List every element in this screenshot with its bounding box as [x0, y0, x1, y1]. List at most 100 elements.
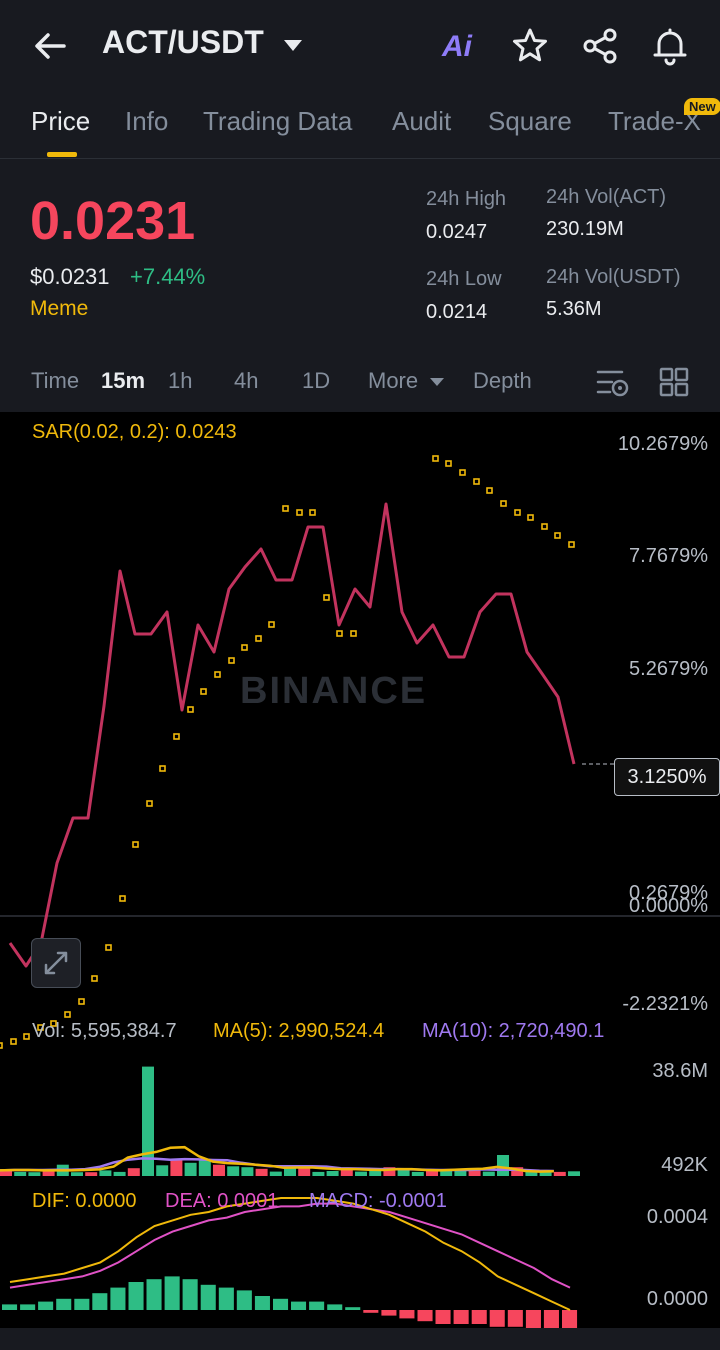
sar-dot	[432, 455, 439, 462]
volume-bar	[184, 1162, 197, 1176]
volume-bar	[227, 1166, 240, 1176]
macd-histogram-bar	[254, 1296, 270, 1310]
tab-square[interactable]: Square	[488, 106, 572, 136]
macd-histogram-bar	[92, 1293, 108, 1310]
pair-dropdown-icon[interactable]	[284, 40, 302, 51]
sar-dot	[146, 800, 153, 807]
pair-title[interactable]: ACT/USDT	[102, 24, 264, 60]
vol-base-value: 230.19M	[546, 218, 624, 240]
price-line	[8, 502, 576, 968]
volume-bar	[198, 1160, 211, 1176]
sar-dot	[554, 532, 561, 539]
sar-dot	[350, 630, 357, 637]
ai-icon[interactable]: Ai	[442, 30, 472, 63]
timeframe-time[interactable]: Time	[31, 368, 80, 393]
macd-label: MACD: -0.0001	[309, 1190, 447, 1212]
sar-dot	[64, 1011, 71, 1018]
timeframe-1d[interactable]: 1D	[302, 368, 331, 393]
sar-dot	[132, 841, 139, 848]
sar-dot	[541, 523, 548, 530]
tab-price[interactable]: Price	[31, 106, 91, 136]
category-tag[interactable]: Meme	[30, 297, 89, 320]
macd-histogram-bar	[164, 1276, 180, 1310]
sar-label: SAR(0.02, 0.2): 0.0243	[32, 421, 237, 443]
bell-icon[interactable]	[650, 26, 690, 66]
volume-bar	[28, 1172, 41, 1176]
volume-bar	[340, 1170, 353, 1176]
volume-bar	[355, 1171, 367, 1176]
volume-bar	[113, 1171, 126, 1176]
macd-histogram-bar	[399, 1310, 415, 1319]
macd-histogram-bar	[38, 1301, 54, 1310]
high-value: 0.0247	[426, 221, 488, 243]
tab-trading-data[interactable]: Trading Data	[203, 106, 353, 136]
volume-bar	[326, 1171, 339, 1176]
macd-histogram-bar	[345, 1307, 361, 1310]
macd-dea-line	[9, 1202, 571, 1289]
volume-bar	[0, 1169, 12, 1176]
sar-dot	[50, 1020, 57, 1027]
timeframe-depth[interactable]: Depth	[473, 368, 532, 393]
current-price-marker: 3.1250%	[614, 758, 720, 796]
macd-histogram-bar	[200, 1284, 216, 1310]
macd-histogram-bar	[562, 1310, 578, 1333]
usd-price: $0.0231	[30, 264, 110, 289]
macd-histogram-bar	[417, 1310, 433, 1322]
timeframe-more[interactable]: More	[368, 368, 419, 393]
macd-histogram-bar	[236, 1290, 252, 1310]
volume-bar	[298, 1165, 311, 1176]
macd-histogram-bar	[110, 1287, 126, 1310]
volume-bar	[99, 1170, 112, 1176]
sar-dot	[296, 509, 303, 516]
sar-dot	[187, 706, 194, 713]
bottom-action-bar	[0, 1328, 720, 1350]
timeframe-1h[interactable]: 1h	[168, 368, 193, 393]
axis-label-4: 0.2679%	[629, 882, 708, 904]
volume-bar	[85, 1172, 98, 1176]
volume-bar	[71, 1172, 83, 1176]
volume-bar	[397, 1168, 410, 1176]
axis-label-6: -2.2321%	[622, 993, 708, 1015]
macd-histogram-bar	[453, 1310, 469, 1324]
volume-bar	[156, 1165, 169, 1176]
star-icon[interactable]	[510, 26, 550, 66]
sar-dot	[282, 505, 289, 512]
layout-grid-icon[interactable]	[659, 367, 689, 397]
back-arrow-icon[interactable]	[30, 26, 70, 66]
expand-chart-button[interactable]	[31, 938, 81, 988]
active-tab-indicator	[47, 152, 77, 157]
macd-histogram-bar	[471, 1310, 487, 1324]
volume-bar	[497, 1155, 509, 1176]
last-price: 0.0231	[30, 191, 196, 251]
sar-dot	[459, 469, 466, 476]
volume-bar	[411, 1171, 424, 1176]
sar-dot	[445, 460, 452, 467]
sar-dot	[473, 478, 480, 485]
macd-histogram-bar	[20, 1304, 36, 1310]
sar-dot	[214, 671, 221, 678]
high-label: 24h High	[426, 188, 507, 210]
volume-bar	[213, 1164, 225, 1176]
more-dropdown-icon[interactable]	[430, 378, 444, 386]
sar-dot	[119, 895, 126, 902]
volume-axis-top: 38.6M	[652, 1060, 708, 1082]
macd-histogram-bar	[381, 1310, 397, 1316]
axis-label-1: 10.2679%	[617, 433, 708, 455]
low-value: 0.0214	[426, 301, 488, 323]
sar-dot	[568, 541, 575, 548]
dif-label: DIF: 0.0000	[32, 1190, 137, 1212]
share-icon[interactable]	[580, 26, 620, 66]
tab-audit[interactable]: Audit	[392, 106, 452, 136]
timeframe-4h[interactable]: 4h	[234, 368, 259, 393]
volume-bar	[468, 1169, 481, 1176]
sar-dot	[0, 1042, 3, 1049]
macd-histogram-bar	[128, 1282, 144, 1310]
timeframe-15m[interactable]: 15m	[101, 368, 146, 393]
indicator-settings-icon[interactable]	[596, 368, 630, 398]
tab-info[interactable]: Info	[125, 106, 169, 136]
volume-bar	[42, 1169, 55, 1176]
volume-axis-bottom: 492K	[661, 1154, 708, 1176]
ma10-label: MA(10): 2,720,490.1	[422, 1020, 605, 1042]
volume-bar	[142, 1066, 154, 1176]
